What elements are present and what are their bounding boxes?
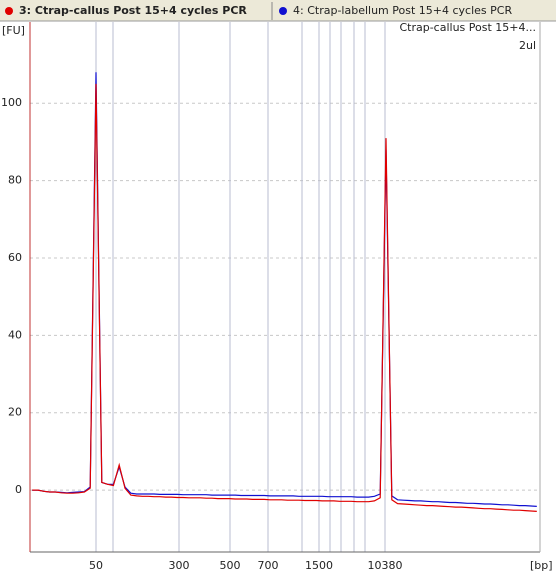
y-tick-label: 60 — [8, 251, 22, 264]
tab-label[interactable]: 3: Ctrap-callus Post 15+4 cycles PCR — [19, 4, 247, 17]
y-tick-label: 40 — [8, 328, 22, 341]
series-line — [32, 72, 537, 507]
y-tick-label: 100 — [1, 96, 22, 109]
series-line — [32, 83, 537, 512]
tab-label[interactable]: 4: Ctrap-labellum Post 15+4 cycles PCR — [293, 4, 512, 17]
annotation: Ctrap-callus Post 15+4... — [399, 21, 536, 34]
x-tick-label: 10380 — [368, 559, 403, 572]
x-tick-label: 50 — [89, 559, 103, 572]
tab-bar — [0, 0, 556, 21]
x-tick-label: 500 — [220, 559, 241, 572]
x-tick-label: 700 — [258, 559, 279, 572]
y-tick-label: 20 — [8, 406, 22, 419]
annotation: 2ul — [519, 39, 536, 52]
x-axis-label: [bp] — [530, 559, 553, 572]
tab-dot — [279, 7, 287, 15]
y-tick-label: 0 — [15, 483, 22, 496]
y-tick-label: 80 — [8, 174, 22, 187]
x-tick-label: 1500 — [305, 559, 333, 572]
x-tick-label: 300 — [169, 559, 190, 572]
y-axis-label: [FU] — [2, 24, 25, 37]
tab-dot — [5, 7, 13, 15]
